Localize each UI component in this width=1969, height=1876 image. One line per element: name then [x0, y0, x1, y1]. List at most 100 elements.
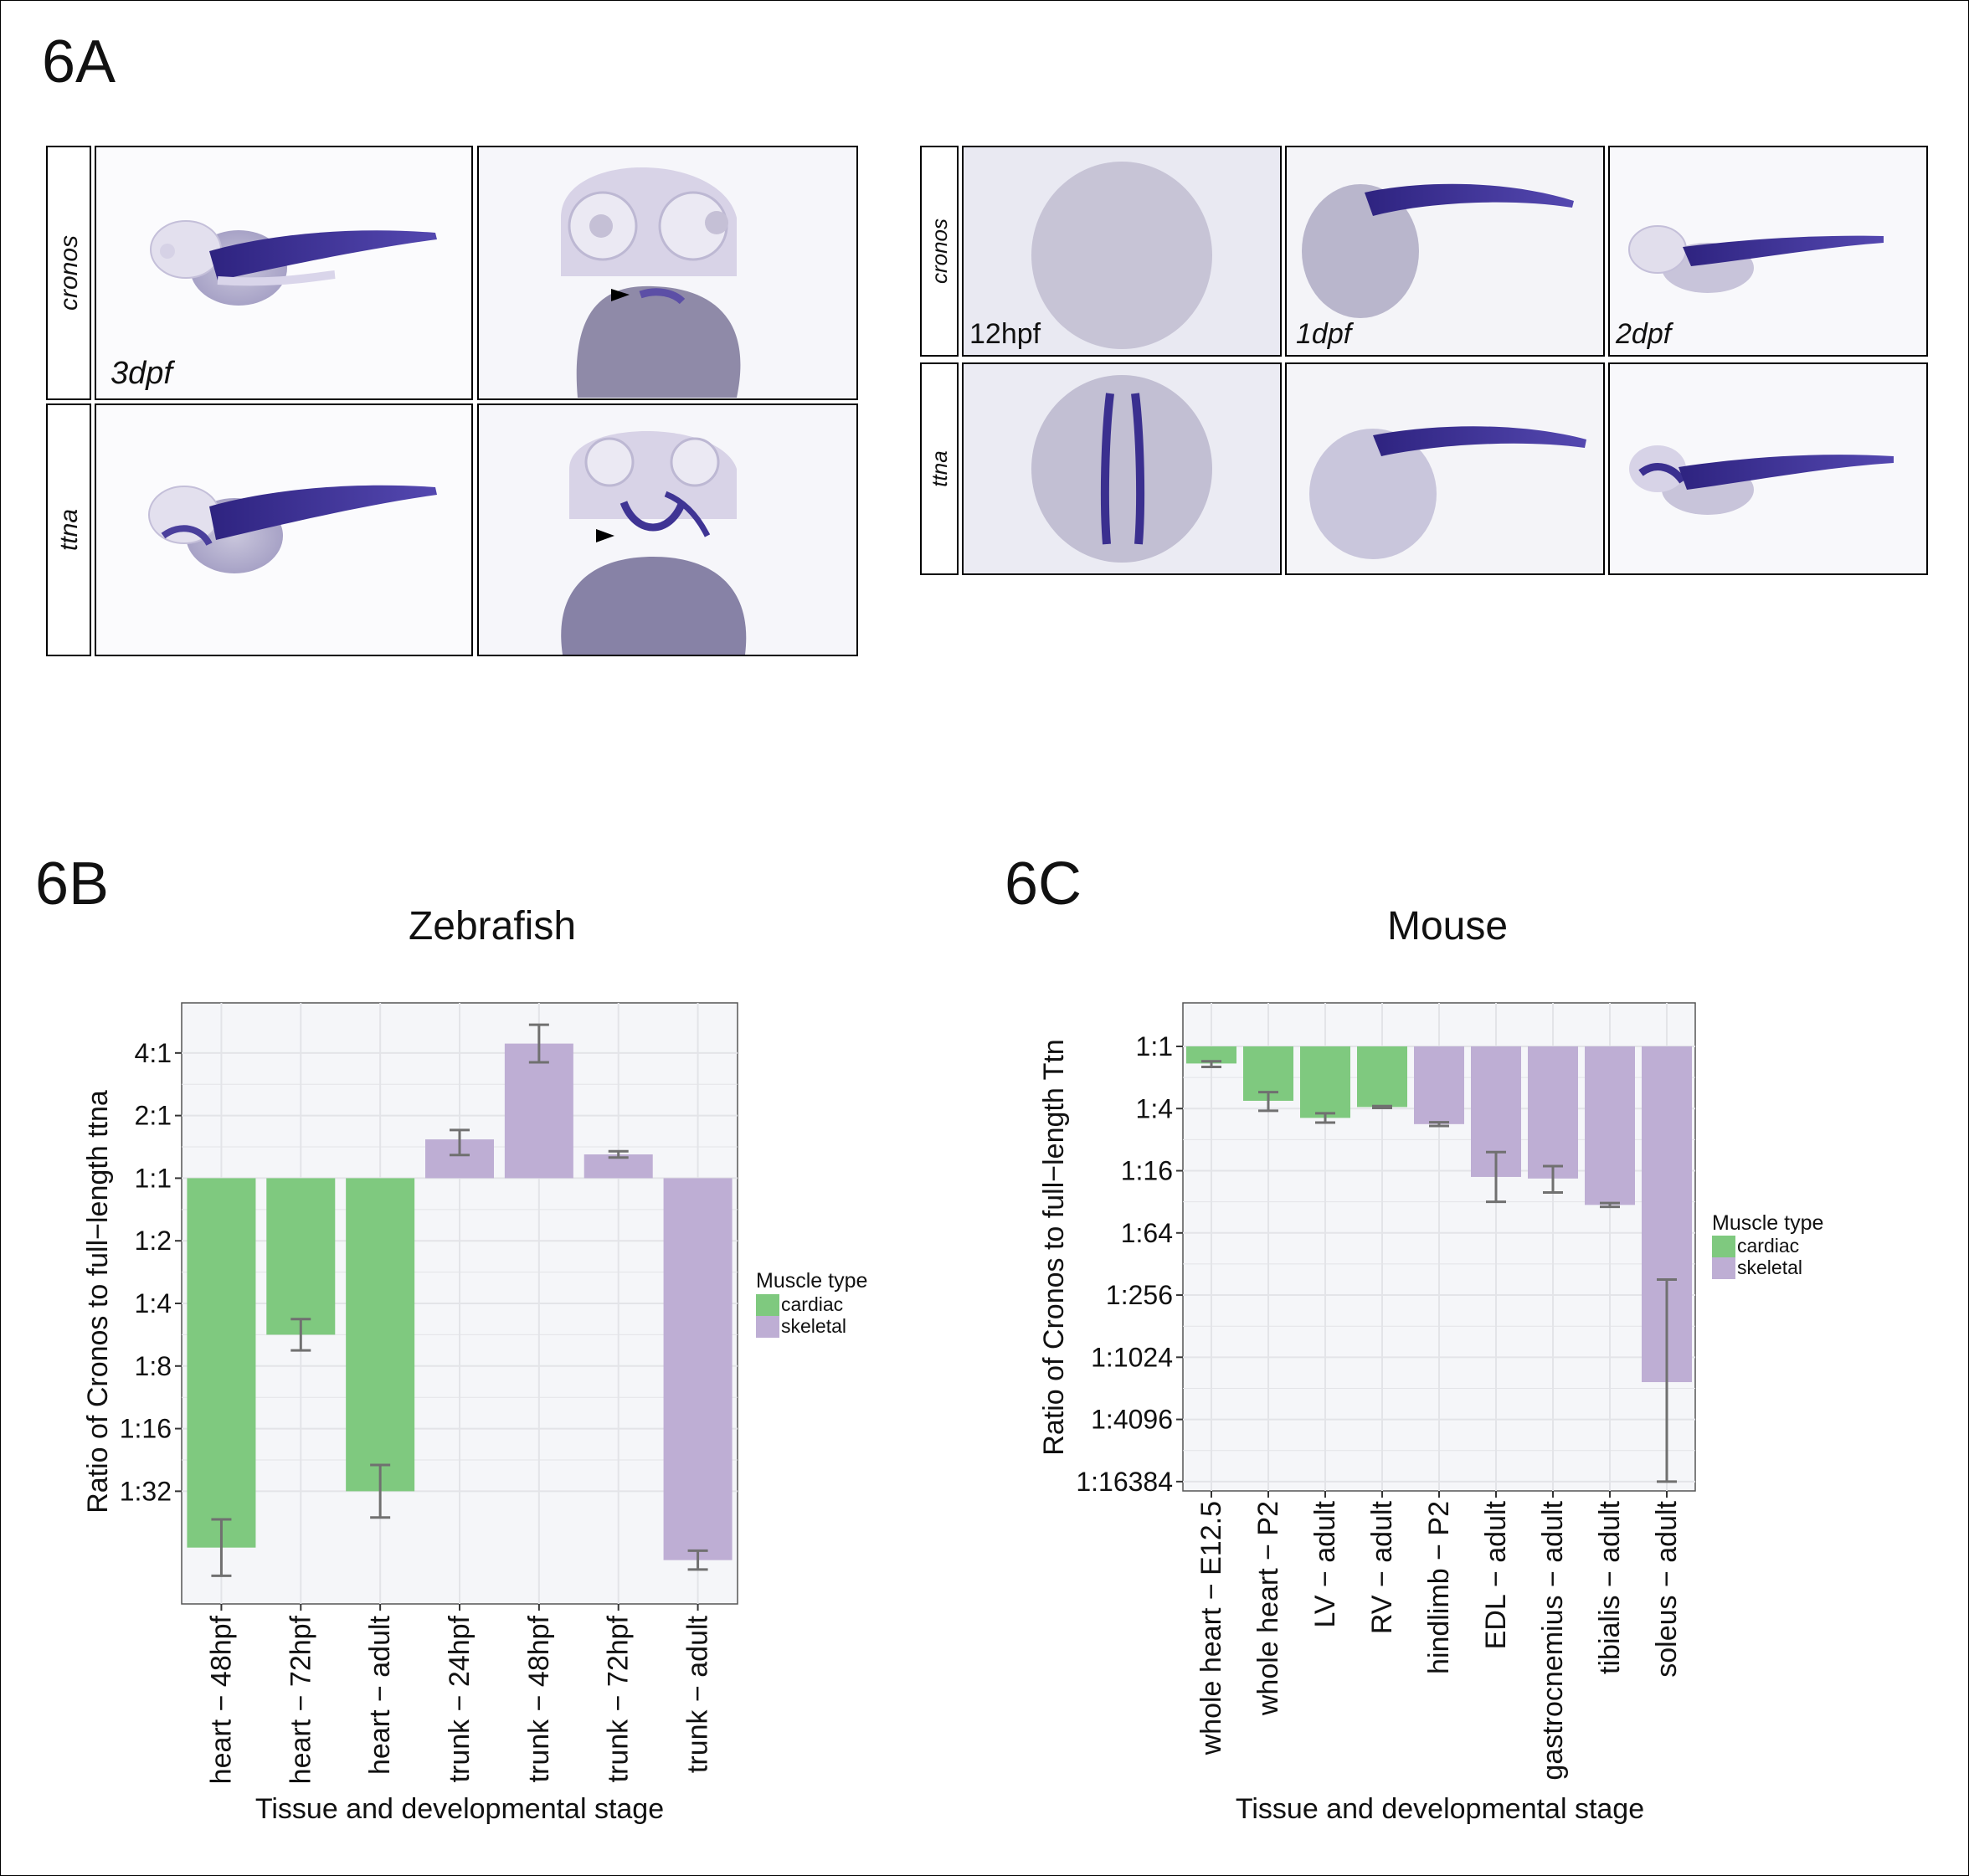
- error-bar: [608, 1149, 629, 1159]
- y-tick-label: 1:32: [120, 1476, 172, 1506]
- chart-title: Mouse: [1387, 904, 1508, 948]
- bar-skeletal: [663, 1178, 733, 1560]
- bar-cardiac: [1186, 1046, 1236, 1064]
- legend-swatch-skeletal: [1712, 1257, 1735, 1279]
- x-tick-label: trunk − 24hpf: [444, 1615, 476, 1782]
- ish-image-ttna-ventral-3dpf: [477, 403, 858, 656]
- ish-image-cronos-12hpf: 12hpf: [962, 146, 1282, 357]
- bar-cardiac: [266, 1178, 336, 1335]
- error-bars: [1201, 1060, 1677, 1483]
- error-bar: [1657, 1277, 1677, 1483]
- error-bar: [687, 1549, 708, 1571]
- chart-zebrafish: Zebrafish 4:1 2:1 1:1 1:2 1:4 1:8 1:16 1:32 hea…: [82, 904, 867, 1825]
- legend-swatch-skeletal: [756, 1316, 779, 1338]
- y-tick-label: 1:16: [120, 1414, 172, 1444]
- y-axis-title: Ratio of Cronos to full−length ttna: [82, 1090, 114, 1514]
- bar-cardiac: [1357, 1046, 1407, 1108]
- x-tick-label: heart − 48hpf: [205, 1615, 237, 1784]
- y-tick-label: 1:1024: [1091, 1342, 1173, 1372]
- panel-c-letter: 6C: [1005, 851, 1082, 917]
- ish-image-cronos-1dpf: 1dpf: [1285, 146, 1605, 357]
- y-axis-ticks: 1:1 1:4 1:16 1:64 1:256 1:1024 1:4096 1:16384: [1076, 1031, 1183, 1497]
- error-bars: [211, 1023, 708, 1577]
- y-tick-label: 1:2: [135, 1226, 172, 1256]
- ish-image-cronos-ventral-3dpf: [477, 146, 858, 400]
- legend: Muscle type cardiac skeletal: [1712, 1211, 1823, 1279]
- legend-swatch-cardiac: [756, 1294, 779, 1316]
- x-axis-title: Tissue and developmental stage: [255, 1793, 664, 1825]
- error-bar: [1543, 1164, 1563, 1195]
- error-bar: [370, 1463, 391, 1519]
- ish-image-cronos-2dpf: 2dpf: [1608, 146, 1928, 357]
- y-tick-label: 1:8: [135, 1351, 172, 1381]
- x-tick-label: hindlimb − P2: [1423, 1501, 1455, 1674]
- bar-skeletal: [504, 1043, 573, 1179]
- x-axis-title: Tissue and developmental stage: [1236, 1793, 1644, 1825]
- y-tick-label: 1:4: [135, 1288, 172, 1318]
- row-label-cronos: cronos: [55, 235, 83, 311]
- y-tick-label: 1:4096: [1091, 1405, 1173, 1435]
- error-bar: [1315, 1112, 1335, 1124]
- legend-label-skeletal: skeletal: [781, 1315, 846, 1337]
- bar-cardiac: [346, 1178, 415, 1492]
- ish-image-cronos-lateral-3dpf: 3dpf: [95, 146, 473, 400]
- bar-cardiac: [1300, 1046, 1350, 1118]
- x-tick-label: gastrocnemius − adult: [1537, 1500, 1569, 1780]
- error-bar: [1600, 1201, 1620, 1209]
- x-tick-label: heart − 72hpf: [285, 1615, 316, 1784]
- chart-mouse: Mouse 1:11:41:161:641:2561:10241:40961:1…: [1038, 904, 1823, 1825]
- y-tick-label: 1:64: [1121, 1218, 1173, 1248]
- x-tick-label: EDL − adult: [1480, 1500, 1512, 1649]
- row-label-cronos: cronos: [927, 218, 952, 284]
- legend-label-cardiac: cardiac: [781, 1293, 843, 1315]
- x-tick-label: trunk − adult: [682, 1615, 714, 1773]
- error-bar: [450, 1128, 470, 1157]
- panel-a-right-block: cronos ttna 12hpf 1dpf 2dpf: [920, 146, 1928, 575]
- row-label-box-ttna: [46, 403, 91, 656]
- x-axis-ticks: whole heart − E12.5 whole heart − P2 LV − …: [1195, 1491, 1683, 1781]
- y-tick-label: 2:1: [135, 1101, 172, 1131]
- legend-label-cardiac: cardiac: [1737, 1235, 1799, 1257]
- x-tick-label: tibialis − adult: [1594, 1500, 1626, 1674]
- error-bar: [290, 1318, 311, 1352]
- x-tick-label: whole heart − E12.5: [1195, 1501, 1227, 1755]
- chart-title: Zebrafish: [409, 904, 576, 948]
- legend-title: Muscle type: [1712, 1211, 1823, 1235]
- row-label-ttna: ttna: [927, 450, 952, 486]
- bar-cardiac: [187, 1178, 256, 1548]
- x-tick-label: trunk − 72hpf: [603, 1615, 635, 1782]
- x-tick-label: heart − adult: [364, 1615, 396, 1775]
- bar-skeletal: [1528, 1046, 1578, 1179]
- legend-title: Muscle type: [756, 1269, 867, 1293]
- error-bar: [1258, 1091, 1278, 1113]
- y-tick-label: 1:256: [1106, 1280, 1173, 1310]
- ish-image-ttna-2dpf: [1608, 362, 1928, 575]
- legend-label-skeletal: skeletal: [1737, 1257, 1802, 1278]
- y-axis-title: Ratio of Cronos to full−length Ttn: [1038, 1039, 1070, 1455]
- y-tick-label: 1:16384: [1076, 1467, 1173, 1497]
- y-tick-label: 4:1: [135, 1038, 172, 1068]
- ish-image-ttna-12hpf: [962, 362, 1282, 575]
- x-tick-label: soleus − adult: [1651, 1500, 1683, 1677]
- row-label-ttna: ttna: [55, 509, 83, 551]
- bars: [1186, 1046, 1692, 1383]
- stage-label-3dpf: 3dpf: [111, 356, 175, 391]
- ish-image-ttna-1dpf: [1285, 362, 1605, 575]
- x-tick-label: trunk − 48hpf: [523, 1615, 555, 1782]
- legend: Muscle type cardiac skeletal: [756, 1269, 867, 1338]
- x-tick-label: whole heart − P2: [1252, 1501, 1284, 1716]
- x-tick-label: LV − adult: [1309, 1500, 1341, 1627]
- y-tick-label: 1:1: [135, 1163, 172, 1193]
- error-bar: [211, 1518, 232, 1577]
- panel-a-letter: 6A: [42, 28, 116, 95]
- y-tick-label: 1:16: [1121, 1156, 1173, 1186]
- stage-label-2dpf: 2dpf: [1615, 318, 1674, 350]
- row-label-box-ttna: [920, 362, 959, 575]
- bars: [187, 1043, 733, 1560]
- row-label-box-cronos: [46, 146, 91, 400]
- panel-b-letter: 6B: [35, 851, 109, 917]
- error-bar: [528, 1023, 549, 1064]
- error-bar: [1372, 1104, 1392, 1110]
- bar-skeletal: [1585, 1046, 1635, 1205]
